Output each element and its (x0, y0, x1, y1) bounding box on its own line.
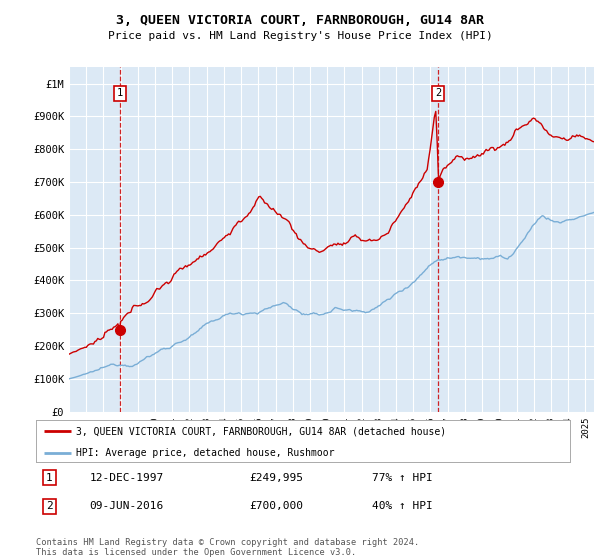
Text: HPI: Average price, detached house, Rushmoor: HPI: Average price, detached house, Rush… (76, 448, 335, 458)
Text: 12-DEC-1997: 12-DEC-1997 (89, 473, 164, 483)
Text: 2: 2 (46, 501, 53, 511)
Text: £700,000: £700,000 (250, 501, 304, 511)
Text: 1: 1 (46, 473, 53, 483)
Text: Price paid vs. HM Land Registry's House Price Index (HPI): Price paid vs. HM Land Registry's House … (107, 31, 493, 41)
Text: Contains HM Land Registry data © Crown copyright and database right 2024.
This d: Contains HM Land Registry data © Crown c… (36, 538, 419, 557)
Text: 3, QUEEN VICTORIA COURT, FARNBOROUGH, GU14 8AR: 3, QUEEN VICTORIA COURT, FARNBOROUGH, GU… (116, 14, 484, 27)
Text: £249,995: £249,995 (250, 473, 304, 483)
Text: 2: 2 (435, 88, 441, 99)
Text: 77% ↑ HPI: 77% ↑ HPI (373, 473, 433, 483)
Text: 40% ↑ HPI: 40% ↑ HPI (373, 501, 433, 511)
Text: 3, QUEEN VICTORIA COURT, FARNBOROUGH, GU14 8AR (detached house): 3, QUEEN VICTORIA COURT, FARNBOROUGH, GU… (76, 426, 446, 436)
Text: 1: 1 (116, 88, 123, 99)
Text: 09-JUN-2016: 09-JUN-2016 (89, 501, 164, 511)
